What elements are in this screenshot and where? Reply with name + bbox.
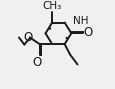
Text: O: O: [32, 56, 42, 69]
Text: O: O: [83, 26, 92, 39]
Text: CH₃: CH₃: [42, 1, 61, 11]
Text: NH: NH: [72, 16, 88, 26]
Text: O: O: [23, 31, 32, 44]
